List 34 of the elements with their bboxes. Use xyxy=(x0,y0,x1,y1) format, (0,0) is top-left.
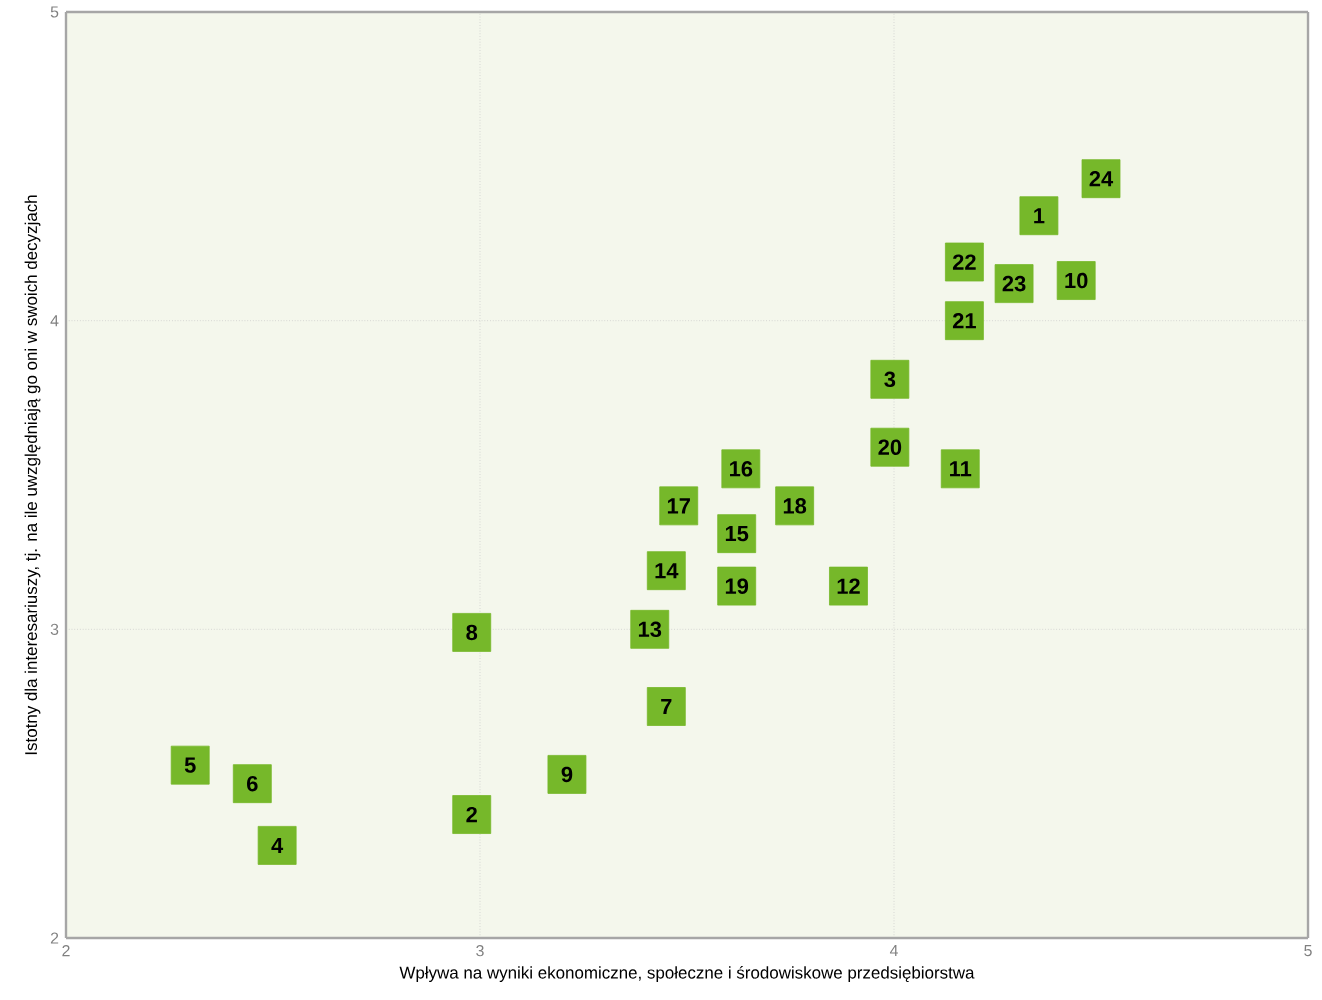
annotation: 11 xyxy=(950,461,972,477)
y-axis-title: Istotny dla interesariuszy, tj. na ile uwzględniają go oni w swoich decyzjach xyxy=(24,195,41,755)
annotation: 14 xyxy=(655,563,679,579)
x-tick-label: 2 xyxy=(62,945,70,957)
annotation: 8 xyxy=(466,624,478,641)
y-tick-label: 2 xyxy=(50,932,59,944)
annotation: 16 xyxy=(730,461,753,477)
annotation: 7 xyxy=(661,698,672,715)
y-tick-label: 4 xyxy=(50,315,59,327)
annotation: 5 xyxy=(184,757,196,773)
annotation: 17 xyxy=(667,498,690,514)
annotation: 24 xyxy=(1089,171,1114,187)
annotation: 15 xyxy=(725,526,749,542)
annotation: 23 xyxy=(1002,275,1026,292)
annotation: 18 xyxy=(783,498,807,514)
annotation: 21 xyxy=(952,313,976,329)
annotation: 2 xyxy=(466,806,477,823)
annotation: 22 xyxy=(952,254,976,270)
annotation: 4 xyxy=(271,837,284,853)
annotation: 6 xyxy=(247,775,258,792)
x-tick-label: 5 xyxy=(1304,945,1312,957)
y-tick-label: 3 xyxy=(50,623,59,635)
annotation: 20 xyxy=(878,439,902,455)
annotation: 3 xyxy=(884,371,896,388)
y-tick-label: 5 xyxy=(50,6,59,18)
annotation: 12 xyxy=(837,578,860,594)
x-tick-label: 3 xyxy=(476,945,484,957)
x-axis-title: Wpływa na wyniki ekonomiczne, społeczne i środowiskowe przedsiębiorstwa xyxy=(399,966,975,983)
x-tick-label: 4 xyxy=(889,945,898,957)
annotation: 1 xyxy=(1034,208,1045,224)
annotation: 10 xyxy=(1065,272,1088,289)
annotation: 19 xyxy=(725,578,749,594)
annotation: 13 xyxy=(638,621,662,638)
annotation: 9 xyxy=(561,766,573,783)
